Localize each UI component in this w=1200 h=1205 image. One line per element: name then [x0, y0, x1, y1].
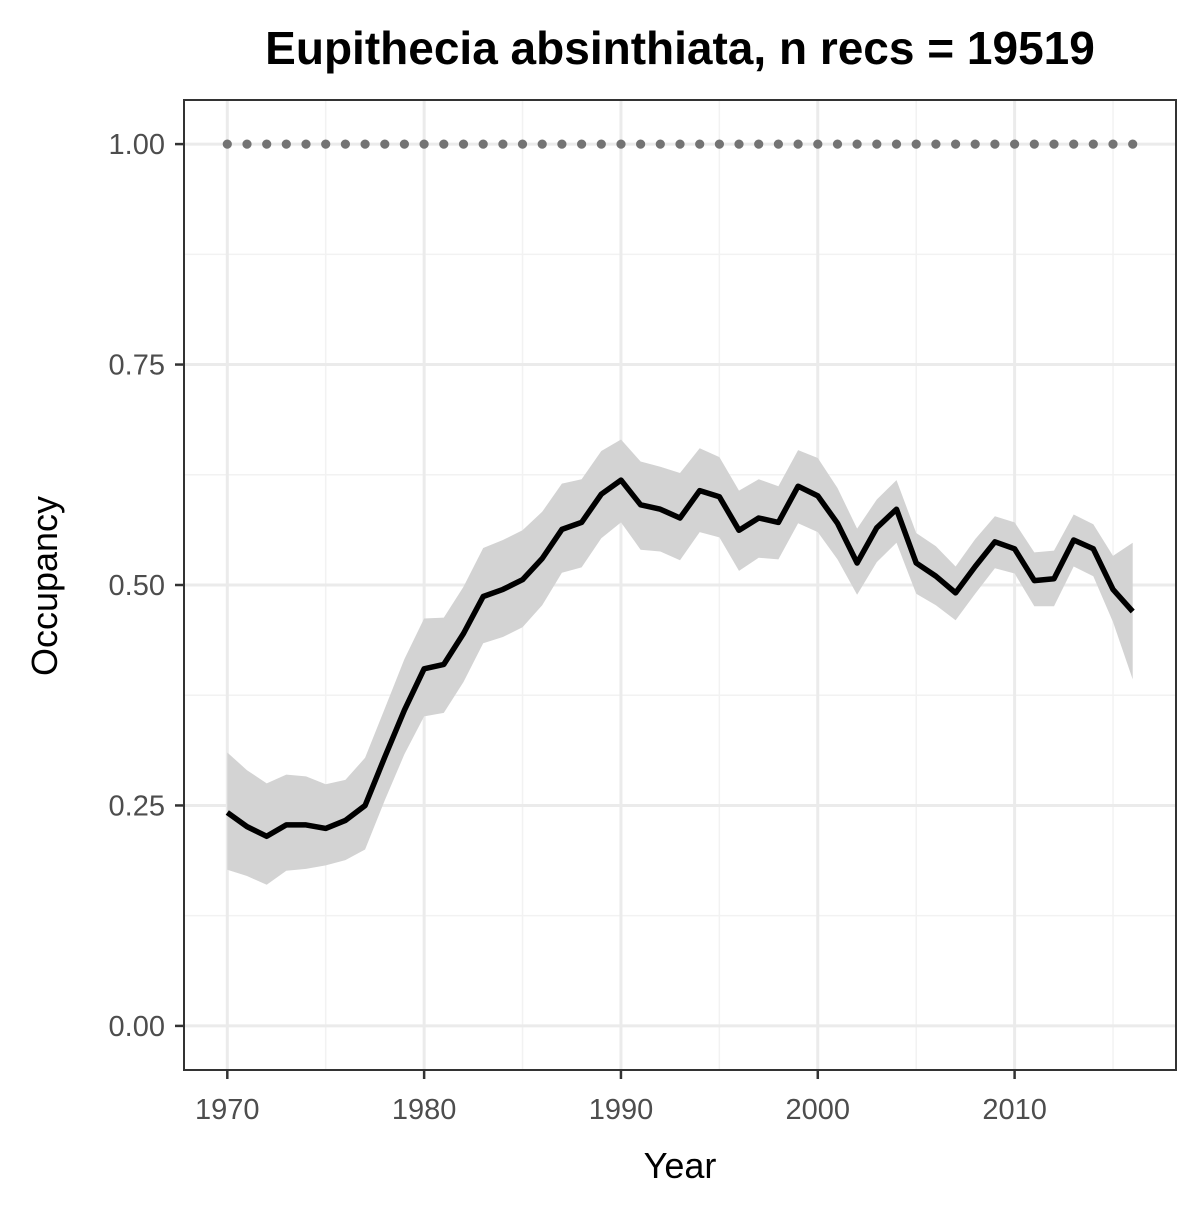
reference-dot — [281, 139, 291, 149]
reference-dot — [537, 139, 547, 149]
reference-dot — [1029, 139, 1039, 149]
x-tick-label: 1970 — [195, 1094, 260, 1126]
reference-dot — [813, 139, 823, 149]
occupancy-mean-line — [225, 477, 1135, 840]
reference-dot — [498, 139, 508, 149]
reference-dot — [262, 139, 272, 149]
reference-dot — [832, 139, 843, 149]
reference-dot — [458, 139, 469, 149]
confidence-ribbon — [227, 439, 1133, 885]
reference-dot — [321, 139, 331, 149]
reference-dot — [399, 139, 409, 149]
reference-dot — [360, 139, 370, 149]
reference-dot — [636, 139, 646, 149]
reference-dot — [675, 139, 685, 149]
reference-dot — [754, 139, 764, 149]
reference-dot — [734, 139, 744, 149]
y-tick-label: 0.25 — [109, 790, 165, 822]
reference-dot — [1108, 139, 1118, 149]
reference-dot — [872, 139, 882, 149]
x-tick-label: 2000 — [786, 1094, 851, 1126]
reference-dot — [891, 139, 902, 149]
x-tick-label: 1990 — [589, 1094, 654, 1126]
y-tick-label: 0.75 — [109, 350, 165, 382]
reference-dot — [478, 139, 488, 149]
reference-dot — [380, 139, 390, 149]
reference-dot — [517, 139, 528, 149]
reference-dot — [340, 139, 350, 149]
reference-dot — [695, 139, 705, 149]
reference-dot — [557, 139, 567, 149]
y-tick-label: 1.00 — [109, 129, 165, 161]
x-axis-title: Year — [644, 1145, 717, 1186]
reference-dot — [1049, 139, 1059, 149]
reference-dot — [439, 139, 449, 149]
chart-title: Eupithecia absinthiata, n recs = 19519 — [265, 22, 1095, 74]
reference-dot — [951, 139, 961, 149]
reference-dot — [1010, 139, 1020, 149]
y-axis: 0.00 0.25 0.50 0.75 1.00 — [109, 129, 184, 1043]
reference-dot — [773, 139, 784, 149]
reference-dot — [714, 139, 725, 149]
reference-dot — [793, 139, 803, 149]
y-tick-label: 0.50 — [109, 570, 165, 602]
reference-dot — [1088, 139, 1098, 149]
reference-dot — [616, 139, 626, 149]
reference-dot — [419, 139, 429, 149]
reference-dot — [596, 139, 606, 149]
reference-dot — [852, 139, 862, 149]
reference-dot — [242, 139, 252, 149]
reference-dot — [301, 139, 311, 149]
reference-dot — [931, 139, 941, 149]
y-axis-title: Occupancy — [24, 496, 65, 676]
reference-dot — [222, 139, 232, 149]
reference-dot — [911, 139, 921, 149]
reference-dot — [990, 139, 1000, 149]
x-axis: 1970 1980 1990 2000 2010 — [195, 1070, 1047, 1126]
reference-dot — [655, 139, 665, 149]
reference-dot — [970, 139, 980, 149]
reference-dotted-line — [222, 139, 1138, 149]
reference-dot — [577, 139, 587, 149]
y-tick-label: 0.00 — [109, 1011, 165, 1043]
x-tick-label: 1980 — [392, 1094, 457, 1126]
reference-dot — [1069, 139, 1079, 149]
reference-dot — [1128, 139, 1138, 149]
x-tick-label: 2010 — [982, 1094, 1047, 1126]
